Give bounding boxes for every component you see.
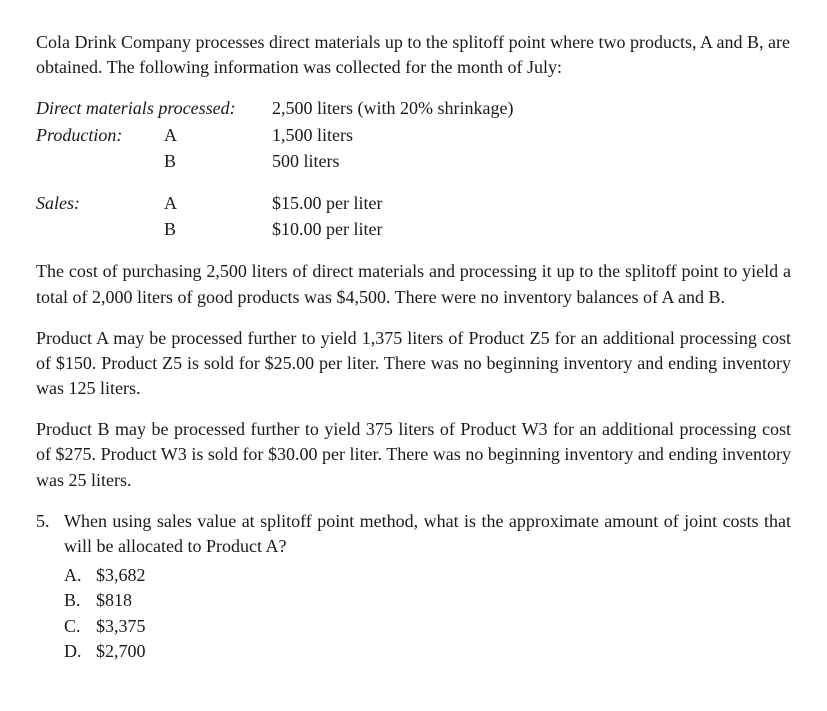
choice-c: C. $3,375	[64, 614, 791, 639]
answer-choices: A. $3,682 B. $818 C. $3,375 D. $2,700	[64, 563, 791, 664]
choice-value: $2,700	[96, 639, 791, 664]
choice-d: D. $2,700	[64, 639, 791, 664]
table-row: B 500 liters	[36, 149, 521, 175]
question-block: 5. When using sales value at splitoff po…	[36, 509, 791, 559]
production-label: Production:	[36, 123, 164, 149]
materials-production-table: Direct materials processed: 2,500 liters…	[36, 96, 521, 175]
materials-label: Direct materials processed:	[36, 96, 272, 122]
intro-paragraph: Cola Drink Company processes direct mate…	[36, 30, 791, 80]
materials-value: 2,500 liters (with 20% shrinkage)	[272, 96, 521, 122]
question-number: 5.	[36, 509, 64, 559]
product-a-paragraph: Product A may be processed further to yi…	[36, 326, 791, 402]
sales-a-label: A	[164, 191, 272, 217]
question-text: When using sales value at splitoff point…	[64, 509, 791, 559]
choice-value: $818	[96, 588, 791, 613]
empty-cell	[36, 149, 164, 175]
product-b-liters: 500 liters	[272, 149, 521, 175]
choice-value: $3,375	[96, 614, 791, 639]
table-row: Production: A 1,500 liters	[36, 123, 521, 149]
choice-letter: A.	[64, 563, 96, 588]
choice-letter: C.	[64, 614, 96, 639]
product-b-label: B	[164, 149, 272, 175]
empty-cell	[36, 217, 164, 243]
choice-letter: D.	[64, 639, 96, 664]
sales-b-label: B	[164, 217, 272, 243]
cost-paragraph: The cost of purchasing 2,500 liters of d…	[36, 259, 791, 309]
choice-letter: B.	[64, 588, 96, 613]
table-row: Sales: A $15.00 per liter	[36, 191, 390, 217]
choice-a: A. $3,682	[64, 563, 791, 588]
sales-a-value: $15.00 per liter	[272, 191, 390, 217]
product-a-liters: 1,500 liters	[272, 123, 521, 149]
table-row: Direct materials processed: 2,500 liters…	[36, 96, 521, 122]
sales-b-value: $10.00 per liter	[272, 217, 390, 243]
choice-b: B. $818	[64, 588, 791, 613]
product-b-paragraph: Product B may be processed further to yi…	[36, 417, 791, 493]
sales-label: Sales:	[36, 191, 164, 217]
table-row: B $10.00 per liter	[36, 217, 390, 243]
sales-table: Sales: A $15.00 per liter B $10.00 per l…	[36, 191, 390, 243]
choice-value: $3,682	[96, 563, 791, 588]
product-a-label: A	[164, 123, 272, 149]
